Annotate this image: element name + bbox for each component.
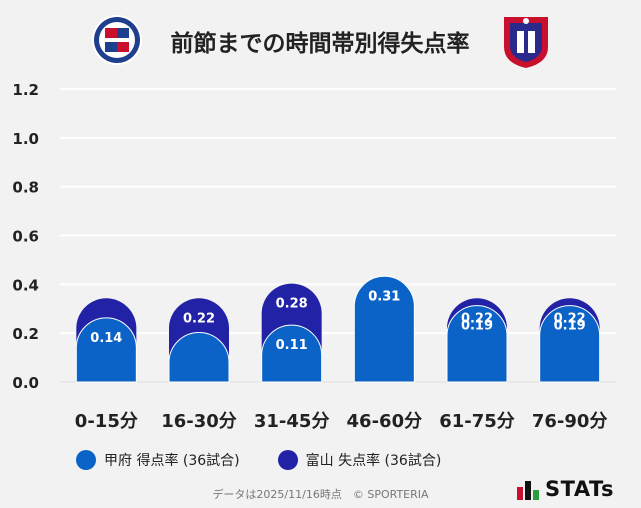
kofu-crest-icon [92,15,142,65]
y-tick-label: 0.8 [12,179,39,197]
data-label-toyama: 0.31 [368,289,400,304]
chart-title: 前節までの時間帯別得失点率 [171,30,470,57]
legend: 甲府 得点率 (36試合) 富山 失点率 (36試合) [76,448,479,472]
x-tick-label: 61-75分 [439,411,515,432]
toyama-crest-icon [504,17,548,68]
y-tick-label: 0.0 [12,374,39,392]
legend-label-toyama: 富山 失点率 (36試合) [305,453,442,469]
y-tick-label: 0.2 [12,325,39,343]
legend-swatch-kofu [76,450,96,470]
legend-swatch-toyama [277,450,298,470]
x-tick-label: 16-30分 [161,411,237,432]
legend-item-kofu: 甲府 得点率 (36試合) [76,450,240,470]
data-label-kofu: 0.11 [276,338,308,353]
data-source-note: データは2025/11/16時点 © SPORTERIA [212,488,429,501]
legend-item-toyama: 富山 失点率 (36試合) [277,450,442,470]
bar-kofu [446,305,508,383]
data-label-kofu: 0.14 [90,331,122,346]
y-tick-label: 0.4 [12,276,39,294]
bar-kofu [75,317,137,383]
data-label-kofu: 0.31 [368,289,400,304]
bar-kofu [539,305,601,383]
data-label-kofu: 0.19 [461,319,493,334]
y-tick-label: 1.2 [12,81,39,99]
stats-bars-icon [517,481,539,500]
x-tick-label: 0-15分 [75,411,138,432]
bar-kofu [168,332,230,383]
x-tick-label: 76-90分 [532,411,608,432]
y-tick-label: 1.0 [12,130,39,148]
data-label-toyama: 0.22 [183,311,215,326]
stats-logo: STATs [517,475,614,503]
y-tick-label: 0.6 [12,228,39,246]
data-label-toyama: 0.28 [276,297,308,312]
bar-kofu [353,275,415,383]
x-tick-label: 46-60分 [347,411,423,432]
stats-brand: STATs [545,477,614,501]
data-label-toyama: 0.22 [554,311,586,326]
legend-label-kofu: 甲府 得点率 (36試合) [104,453,240,469]
data-label-toyama: 0.22 [461,311,493,326]
x-tick-label: 31-45分 [254,411,330,432]
bar-kofu [261,324,323,383]
data-label-kofu: 0.19 [554,319,586,334]
